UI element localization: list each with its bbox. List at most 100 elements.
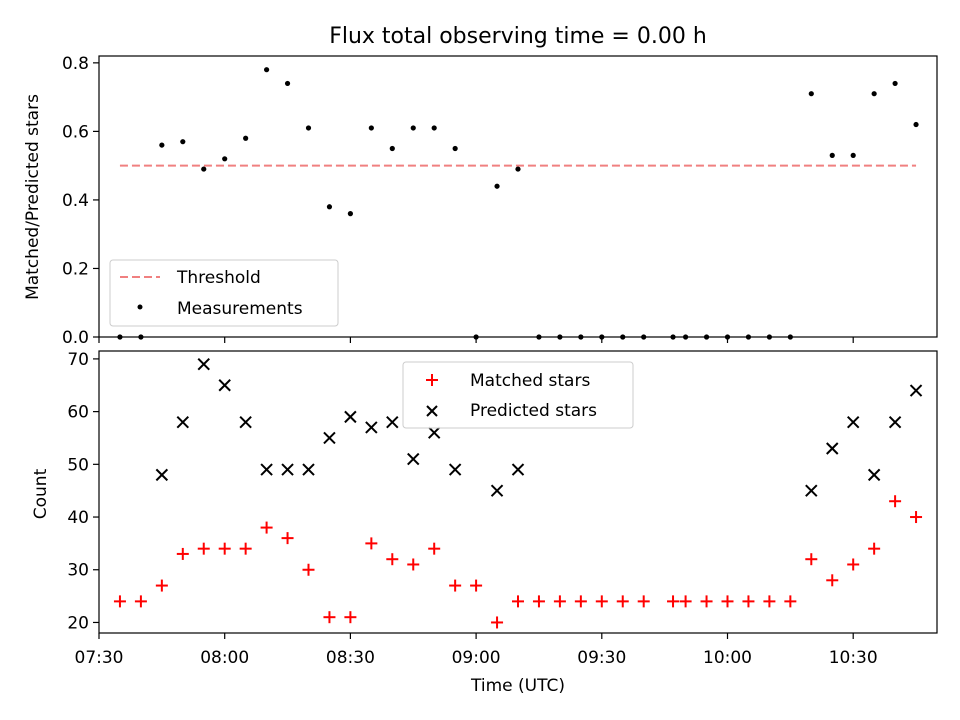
- matched-star-point: [302, 563, 315, 576]
- ratio-y-tick-label: 0.4: [62, 191, 89, 211]
- predicted-star-point: [511, 463, 525, 476]
- matched-star-point: [574, 595, 587, 608]
- matched-star-point: [784, 595, 797, 608]
- matched-star-point: [910, 511, 923, 524]
- threshold-legend-label: Threshold: [176, 268, 261, 288]
- matched-star-point: [428, 542, 441, 555]
- matched-star-point: [512, 595, 524, 608]
- predicted-star-point: [260, 463, 273, 476]
- matched-star-point: [826, 574, 839, 587]
- predicted-star-point: [427, 426, 441, 439]
- measurement-point: [850, 152, 856, 158]
- matched-star-point: [553, 595, 566, 608]
- matched-legend-label: Matched stars: [470, 371, 590, 391]
- predicted-star-point: [448, 463, 462, 476]
- measurement-point: [243, 135, 249, 141]
- matched-star-point: [218, 542, 231, 555]
- predicted-star-point: [281, 463, 294, 476]
- predicted-star-point: [218, 379, 231, 392]
- x-tick-label: 09:30: [577, 648, 626, 668]
- measurement-point: [222, 156, 228, 162]
- predicted-star-point: [386, 415, 399, 429]
- matched-star-point: [532, 595, 545, 608]
- predicted-star-point: [826, 442, 839, 455]
- ratio-legend: Threshold Measurements: [109, 259, 339, 327]
- measurement-point: [913, 121, 919, 128]
- measurement-point: [389, 145, 395, 152]
- matched-star-point: [407, 558, 420, 571]
- matched-star-point: [113, 595, 126, 608]
- matched-star-point: [386, 553, 399, 566]
- ratio-y-tick-label: 0.2: [62, 259, 89, 279]
- matched-star-point: [365, 537, 378, 550]
- count-y-tick-label: 60: [67, 403, 89, 423]
- measurement-point: [808, 91, 814, 97]
- ratio-y-tick-label: 0.8: [62, 54, 89, 74]
- matched-star-point: [763, 595, 776, 608]
- count-y-tick-label: 40: [67, 508, 89, 528]
- predicted-star-point: [155, 468, 169, 482]
- ratio-y-tick-label: 0.0: [62, 328, 89, 348]
- ratio-y-tick-label: 0.6: [62, 122, 89, 142]
- count-legend: Matched stars Predicted stars: [402, 361, 634, 429]
- matched-star-point: [176, 547, 189, 560]
- predicted-star-point: [407, 452, 420, 466]
- measurement-point: [264, 67, 270, 73]
- measurement-point: [159, 142, 165, 148]
- predicted-legend-swatch: [426, 405, 438, 417]
- predicted-star-point: [490, 484, 504, 497]
- matched-star-point: [155, 579, 168, 592]
- predicted-star-point: [805, 484, 818, 497]
- measurement-point: [494, 183, 500, 189]
- count-marks: [113, 357, 923, 629]
- measurement-point: [892, 80, 898, 87]
- x-axis-label: Time (UTC): [470, 676, 565, 696]
- count-y-tick-label: 50: [67, 455, 89, 475]
- matched-star-point: [847, 558, 860, 571]
- count-y-tick-label: 30: [67, 561, 89, 581]
- predicted-star-point: [197, 357, 210, 371]
- count-y-tick-label: 20: [67, 613, 89, 633]
- measurement-point: [515, 166, 521, 172]
- measurement-point: [347, 211, 353, 217]
- predicted-star-point: [846, 415, 860, 429]
- matched-legend-swatch: [426, 374, 438, 386]
- predicted-star-point: [239, 415, 252, 429]
- count-axes: 20 30 40 50 60 70 07:30 08:00 08:30 09:00 09:30 10:…: [67, 350, 877, 668]
- predicted-star-point: [365, 421, 378, 434]
- matched-star-point: [721, 595, 734, 608]
- matched-star-point: [637, 595, 650, 608]
- matched-star-point: [700, 595, 713, 608]
- ratio-axes: 0.0 0.2 0.4 0.6 0.8: [62, 54, 854, 348]
- count-legend-box: [402, 361, 634, 429]
- matched-star-point: [281, 532, 294, 545]
- matched-star-point: [679, 595, 692, 608]
- measurement-point: [368, 125, 374, 131]
- matched-star-point: [449, 579, 462, 592]
- measurement-point: [871, 91, 877, 97]
- matched-star-point: [344, 611, 357, 624]
- count-y-axis-label: Count: [31, 468, 51, 519]
- measurement-point: [305, 125, 312, 131]
- matched-star-point: [889, 495, 902, 508]
- matched-star-point: [616, 595, 629, 608]
- matched-star-point: [667, 595, 680, 608]
- measurement-point: [829, 152, 835, 158]
- x-tick-label: 10:00: [703, 648, 752, 668]
- matched-star-point: [805, 553, 818, 566]
- matched-star-point: [239, 542, 252, 555]
- measurement-point: [452, 145, 458, 152]
- matched-star-point: [323, 611, 336, 624]
- ratio-panel: 0.00.20.40.60.8 Matched/Predicted stars …: [23, 54, 938, 348]
- predicted-star-point: [909, 384, 923, 397]
- x-tick-label: 08:30: [326, 648, 375, 668]
- x-tick-label: 07:30: [75, 648, 124, 668]
- count-panel-frame: [98, 350, 938, 634]
- predicted-star-point: [323, 431, 336, 445]
- ratio-panel-frame: [98, 55, 938, 338]
- x-tick-label: 08:00: [200, 648, 249, 668]
- measurements-legend-label: Measurements: [177, 299, 303, 319]
- measurement-point: [284, 80, 291, 87]
- matched-star-point: [742, 595, 755, 608]
